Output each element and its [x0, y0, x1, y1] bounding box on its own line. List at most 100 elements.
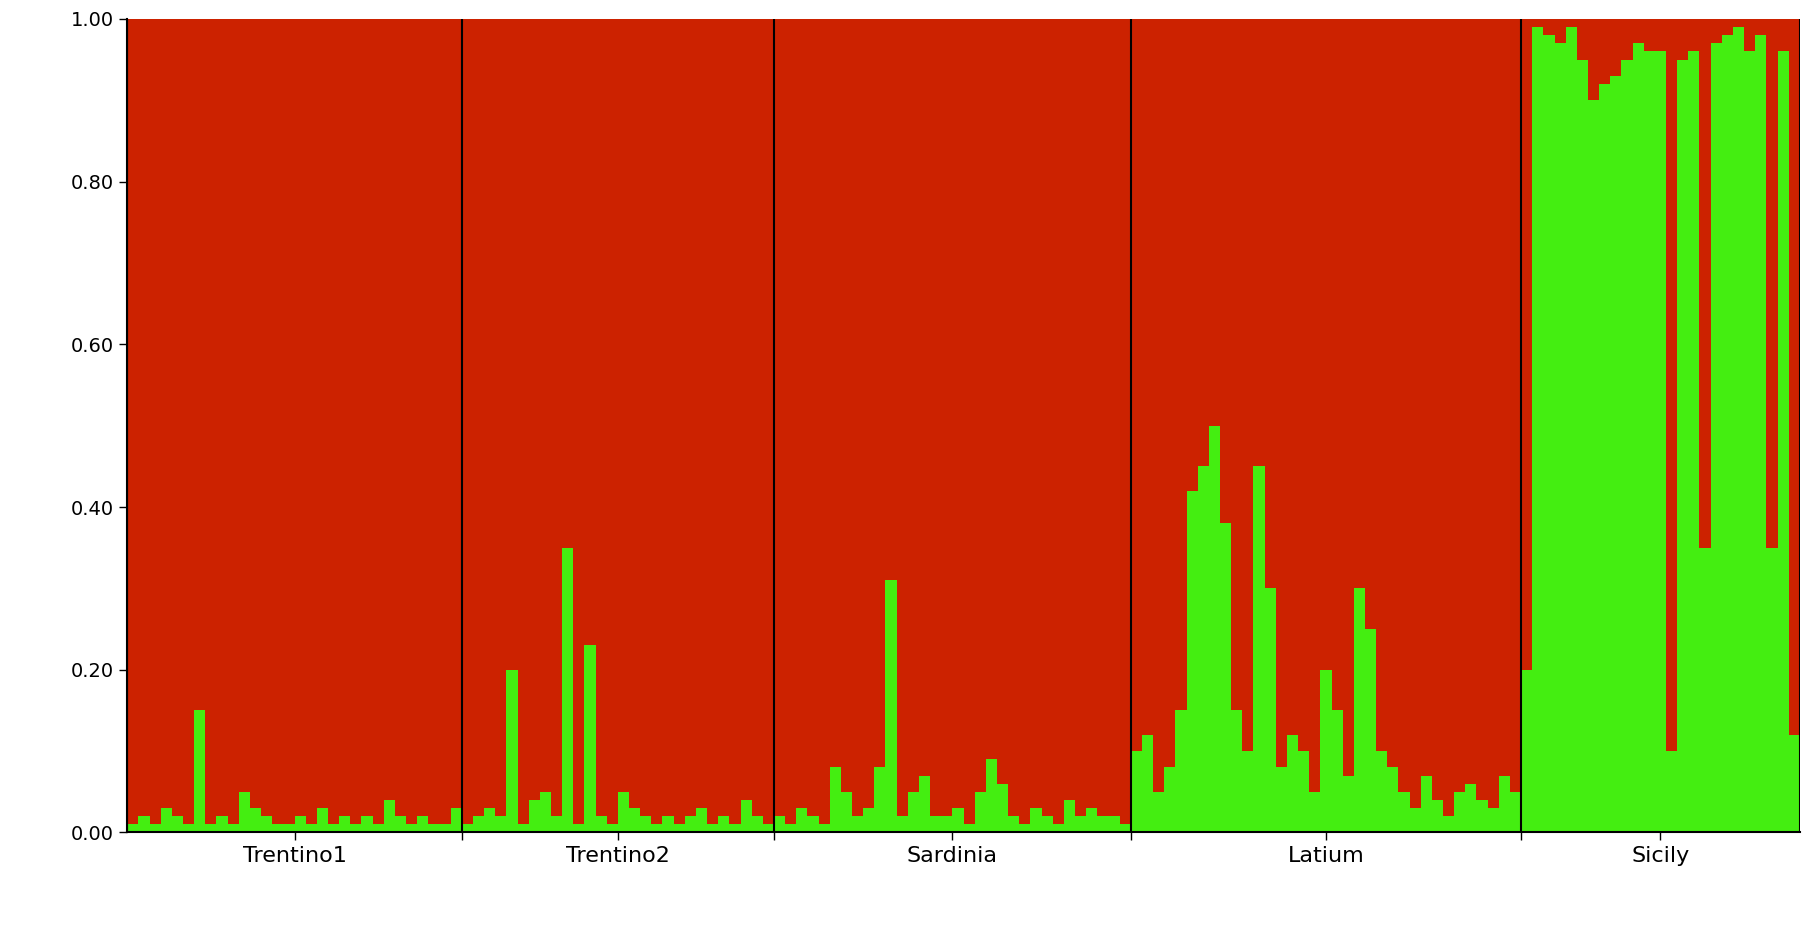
Bar: [1309, 19, 1320, 792]
Bar: [1443, 19, 1454, 816]
Bar: [138, 19, 149, 816]
Bar: [931, 19, 942, 816]
Bar: [1009, 816, 1020, 832]
Bar: [1187, 491, 1198, 832]
Bar: [1611, 19, 1622, 76]
Bar: [1209, 19, 1220, 426]
Bar: [1231, 19, 1242, 710]
Bar: [1153, 792, 1164, 832]
Bar: [1020, 824, 1031, 832]
Bar: [740, 19, 751, 800]
Bar: [1409, 19, 1420, 808]
Bar: [195, 19, 205, 710]
Bar: [707, 19, 718, 824]
Bar: [1053, 19, 1064, 824]
Bar: [1398, 19, 1409, 792]
Bar: [1778, 19, 1789, 51]
Bar: [1074, 19, 1085, 816]
Bar: [1722, 35, 1733, 832]
Bar: [1409, 808, 1420, 832]
Bar: [1142, 735, 1153, 832]
Bar: [996, 19, 1009, 783]
Bar: [596, 816, 607, 832]
Bar: [540, 19, 551, 792]
Bar: [284, 19, 295, 824]
Bar: [1253, 466, 1265, 832]
Bar: [1522, 670, 1533, 832]
Bar: [1164, 767, 1176, 832]
Bar: [562, 548, 573, 832]
Bar: [295, 19, 305, 816]
Bar: [227, 19, 238, 824]
Bar: [885, 19, 896, 580]
Bar: [573, 19, 584, 824]
Bar: [1789, 19, 1800, 735]
Bar: [1276, 19, 1287, 767]
Bar: [1700, 548, 1711, 832]
Bar: [1331, 710, 1344, 832]
Bar: [451, 808, 462, 832]
Bar: [351, 19, 362, 824]
Bar: [316, 19, 327, 808]
Bar: [1743, 51, 1754, 832]
Bar: [1265, 19, 1276, 588]
Bar: [764, 824, 774, 832]
Bar: [518, 824, 529, 832]
Bar: [785, 19, 796, 824]
Bar: [729, 19, 740, 824]
Bar: [842, 792, 853, 832]
Bar: [1231, 710, 1242, 832]
Bar: [1242, 751, 1253, 832]
Bar: [774, 816, 785, 832]
Bar: [1711, 44, 1722, 832]
Bar: [1533, 19, 1543, 27]
Bar: [1498, 19, 1511, 776]
Bar: [440, 19, 451, 824]
Bar: [740, 800, 751, 832]
Bar: [685, 816, 696, 832]
Bar: [1276, 767, 1287, 832]
Bar: [518, 19, 529, 824]
Bar: [662, 816, 674, 832]
Bar: [785, 824, 796, 832]
Bar: [429, 824, 440, 832]
Bar: [1454, 792, 1465, 832]
Bar: [1420, 19, 1433, 776]
Bar: [907, 19, 918, 792]
Bar: [540, 792, 551, 832]
Bar: [931, 816, 942, 832]
Bar: [629, 19, 640, 808]
Bar: [1109, 19, 1120, 816]
Bar: [1053, 824, 1064, 832]
Bar: [1354, 19, 1365, 588]
Bar: [874, 19, 885, 767]
Bar: [340, 816, 351, 832]
Bar: [1498, 776, 1511, 832]
Bar: [1665, 19, 1678, 751]
Bar: [1074, 816, 1085, 832]
Bar: [953, 19, 964, 808]
Bar: [1487, 808, 1498, 832]
Bar: [1511, 19, 1522, 792]
Bar: [1565, 19, 1576, 27]
Bar: [953, 808, 964, 832]
Bar: [1633, 44, 1643, 832]
Bar: [796, 19, 807, 808]
Bar: [340, 19, 351, 816]
Bar: [1522, 19, 1533, 670]
Bar: [1387, 19, 1398, 767]
Bar: [1398, 792, 1409, 832]
Bar: [685, 19, 696, 816]
Bar: [1042, 816, 1053, 832]
Bar: [853, 816, 864, 832]
Bar: [1700, 19, 1711, 548]
Bar: [1654, 51, 1665, 832]
Bar: [138, 816, 149, 832]
Bar: [1622, 60, 1633, 832]
Bar: [1309, 792, 1320, 832]
Bar: [807, 816, 818, 832]
Bar: [551, 19, 562, 816]
Bar: [674, 19, 685, 824]
Bar: [1176, 19, 1187, 710]
Bar: [395, 19, 405, 816]
